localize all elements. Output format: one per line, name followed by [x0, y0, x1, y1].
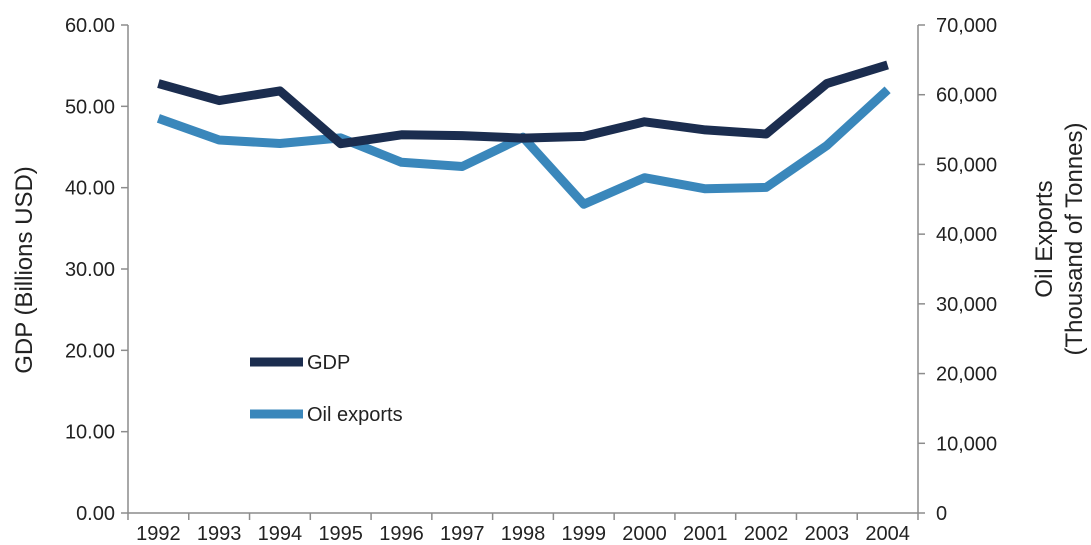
series-layer — [156, 60, 891, 209]
x-axis-tick-label: 1993 — [197, 523, 242, 545]
right-axis-tick-label: 70,000 — [936, 15, 997, 37]
right-axis-title-line2: (Thousand of Tonnes) — [1061, 122, 1088, 355]
left-axis-tick-label: 30.00 — [65, 259, 115, 281]
x-axis-tick-label: 2000 — [622, 523, 667, 545]
x-axis-tick-label: 1992 — [136, 523, 181, 545]
right-axis-tick-label: 40,000 — [936, 224, 997, 246]
x-axis-tick-label: 1999 — [562, 523, 607, 545]
x-axis-tick-label: 1995 — [318, 523, 363, 545]
x-axis-tick-label: 2004 — [865, 523, 910, 545]
right-axis-tick-label: 30,000 — [936, 294, 997, 316]
x-axis-tick-label: 2002 — [744, 523, 789, 545]
legend: GDP Oil exports — [250, 352, 403, 426]
left-axis-tick-label: 10.00 — [65, 422, 115, 444]
left-axis-ticks: 0.00 10.00 20.00 30.00 40.00 50.00 60.00 — [65, 15, 128, 525]
x-axis-tick-label: 1998 — [501, 523, 546, 545]
left-axis-tick-label: 40.00 — [65, 178, 115, 200]
left-axis-tick-label: 20.00 — [65, 340, 115, 362]
left-axis-title: GDP (Billions USD) — [11, 166, 38, 374]
series-line-oil-exports — [156, 86, 891, 209]
left-axis-tick-label: 0.00 — [76, 503, 115, 525]
right-axis-tick-label: 60,000 — [936, 85, 997, 107]
right-axis-ticks: 0 10,000 20,000 30,000 40,000 50,000 60,000 70,… — [918, 15, 997, 525]
left-axis-tick-label: 50.00 — [65, 96, 115, 118]
x-axis-tick-label: 2001 — [683, 523, 728, 545]
x-axis-tick-label: 1994 — [258, 523, 303, 545]
legend-label-oil-exports: Oil exports — [307, 404, 403, 426]
right-axis-tick-label: 0 — [936, 503, 947, 525]
x-axis-tick-label: 2003 — [805, 523, 850, 545]
series-line-gdp — [157, 60, 889, 149]
x-axis-tick-label: 1997 — [440, 523, 485, 545]
x-axis-tick-label: 1996 — [379, 523, 424, 545]
right-axis-title-line1: Oil Exports — [1031, 180, 1058, 297]
right-axis-tick-label: 20,000 — [936, 364, 997, 386]
right-axis-tick-label: 50,000 — [936, 154, 997, 176]
left-axis-tick-label: 60.00 — [65, 15, 115, 37]
legend-label-gdp: GDP — [307, 352, 350, 374]
right-axis-tick-label: 10,000 — [936, 433, 997, 455]
x-axis-ticks: 1992 1993 1994 1995 1996 1997 1998 1999 2000 2001… — [127, 513, 919, 545]
